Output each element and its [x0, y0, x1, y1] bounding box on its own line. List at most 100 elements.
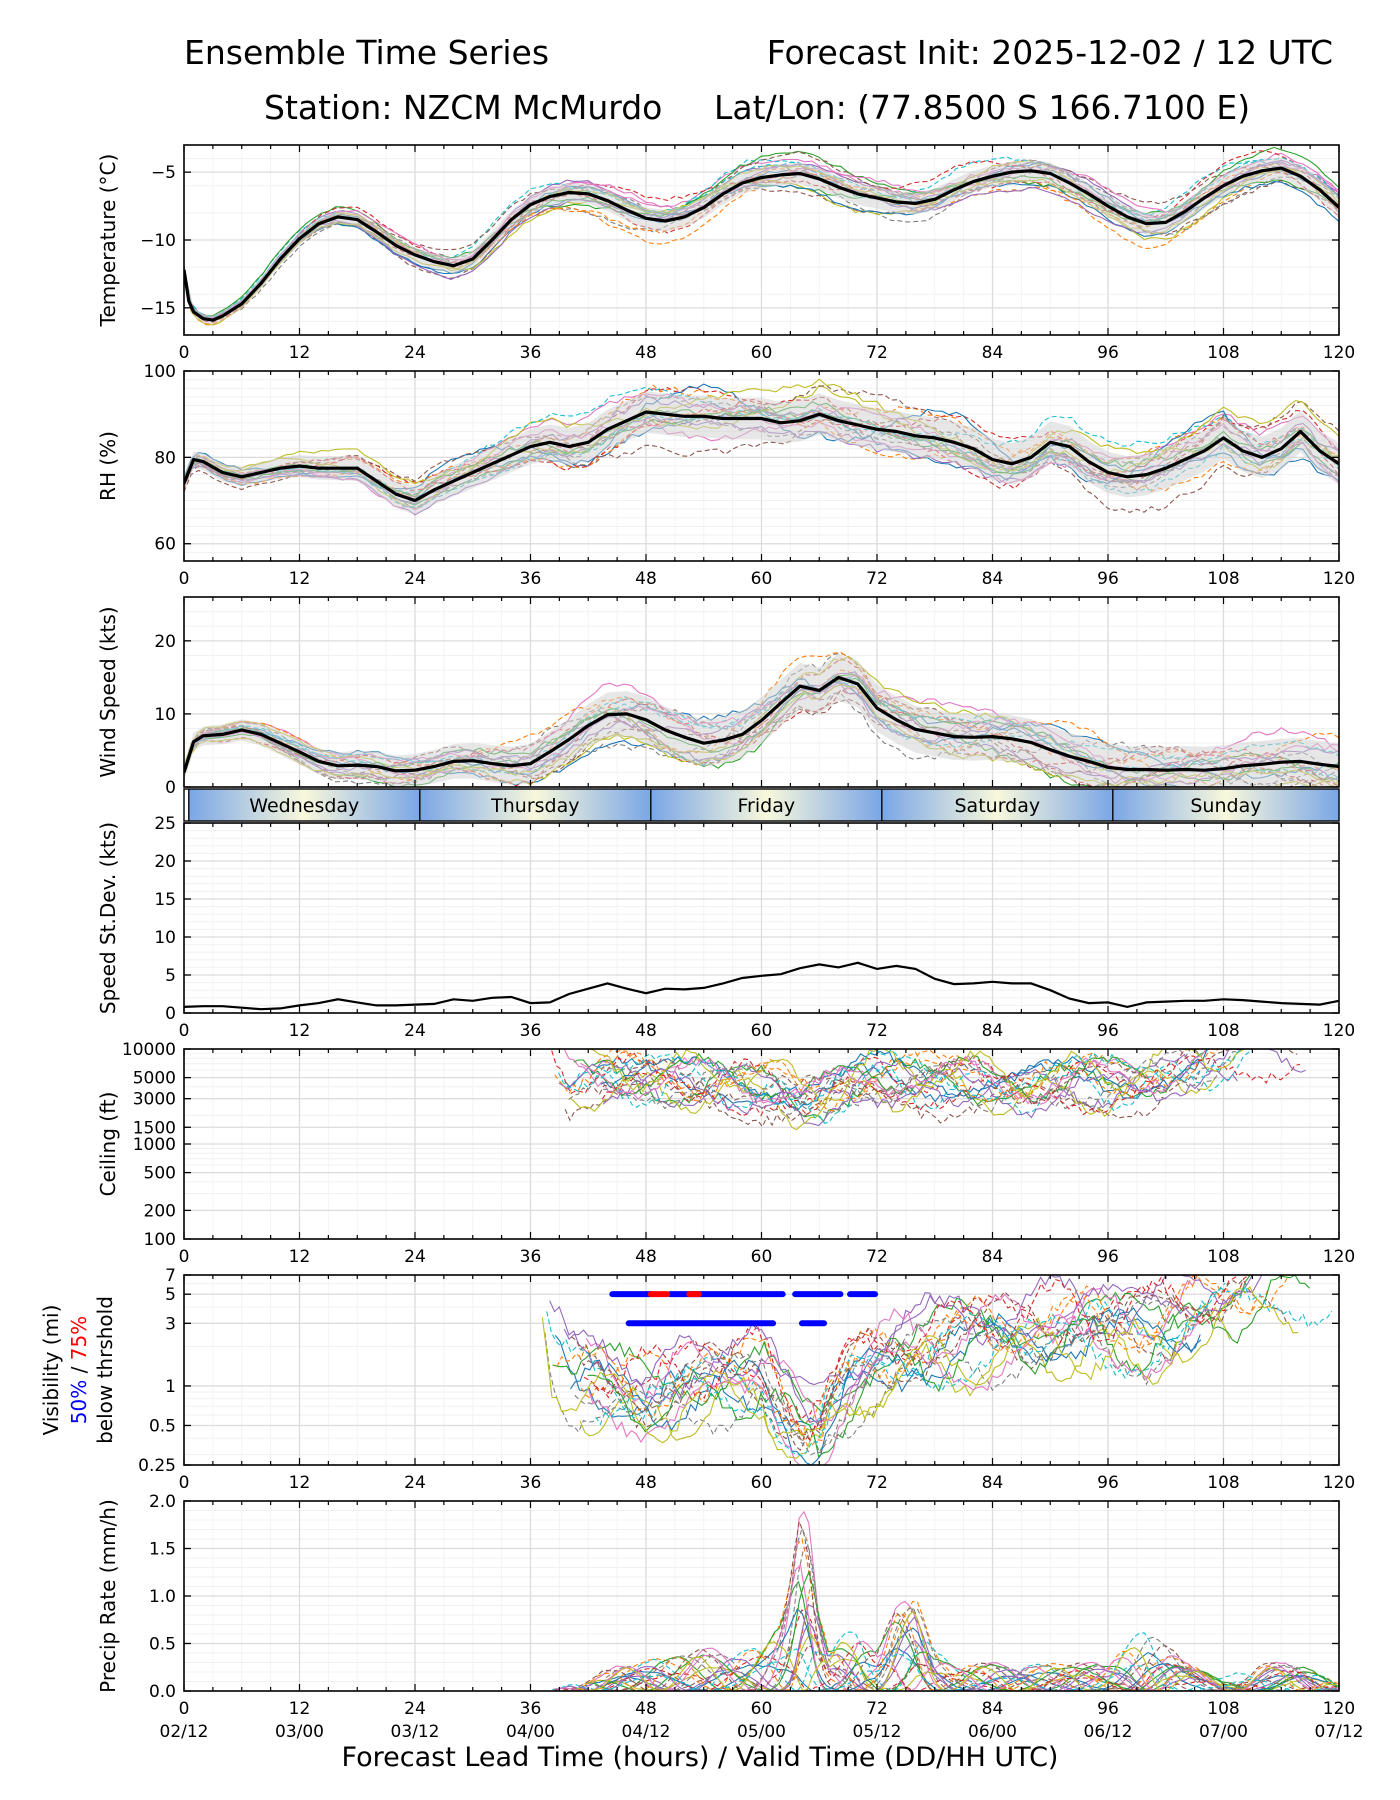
rh-mean-line — [184, 410, 1339, 503]
x-tick-label: 84 — [982, 1473, 1004, 1493]
member-line — [584, 1632, 1336, 1691]
x-tick-label: 72 — [866, 1021, 888, 1041]
member-line — [549, 1275, 1267, 1389]
y-tick-label: −15 — [140, 299, 176, 319]
x-tick-label: 24 — [404, 343, 426, 363]
x-tick-label: 48 — [635, 1473, 657, 1493]
member-line — [569, 1068, 1216, 1131]
x-tick-label: 48 — [635, 1699, 657, 1719]
y-tick-label: 100 — [144, 1230, 176, 1250]
day-label: Sunday — [1190, 795, 1261, 817]
member-line — [561, 1537, 1337, 1691]
y-tick-label: 60 — [154, 535, 176, 555]
member-line — [585, 1275, 1207, 1426]
x-tick-label: 36 — [520, 1473, 542, 1493]
wind_speed-mean-line — [184, 675, 1339, 773]
y-axis-label: Wind Speed (kts) — [96, 606, 120, 777]
y-tick-label: 25 — [154, 814, 176, 834]
y-axis-label: RH (%) — [96, 431, 120, 501]
member-line — [570, 1307, 1202, 1465]
y-tick-label: −5 — [151, 163, 176, 183]
x-tick-label: 36 — [520, 1247, 542, 1267]
member-line — [553, 1603, 1339, 1691]
day-label: Thursday — [490, 795, 579, 817]
member-line — [594, 1049, 1298, 1107]
x-tick-label: 36 — [520, 1699, 542, 1719]
day-band — [650, 789, 882, 821]
member-line — [546, 1282, 1226, 1435]
valid-time-label: 04/00 — [506, 1722, 555, 1742]
y-tick-label: 10000 — [122, 1040, 176, 1060]
chart-title: Ensemble Time Series — [184, 33, 550, 72]
y-tick-label: 500 — [144, 1164, 176, 1184]
member-line — [556, 1275, 1327, 1436]
x-tick-label: 24 — [404, 569, 426, 589]
member-line — [589, 1049, 1283, 1107]
rh-panel: 60 80 100 0 12 24 36 48 60 72 84 96 108 120 RH (%) — [96, 362, 1355, 589]
x-tick-label: 12 — [289, 569, 311, 589]
x-tick-label: 60 — [751, 1021, 773, 1041]
valid-time-label: 05/00 — [737, 1722, 786, 1742]
member-line — [184, 385, 1339, 487]
member-line — [600, 1049, 1261, 1111]
x-tick-label: 60 — [751, 1699, 773, 1719]
x-tick-label: 48 — [635, 343, 657, 363]
valid-time-label: 02/12 — [160, 1722, 209, 1742]
ceiling-members — [551, 1049, 1306, 1131]
valid-time-label: 07/00 — [1199, 1722, 1248, 1742]
member-line — [573, 1049, 1268, 1124]
member-line — [606, 1621, 1339, 1691]
member-line — [595, 1284, 1333, 1457]
member-line — [601, 1570, 1339, 1691]
member-line — [576, 1610, 1338, 1691]
x-tick-label: 96 — [1097, 1247, 1119, 1267]
x-tick-label: 108 — [1207, 1699, 1239, 1719]
x-tick-label: 120 — [1323, 1473, 1355, 1493]
x-tick-label: 60 — [751, 569, 773, 589]
x-tick-label: 0 — [179, 343, 190, 363]
day-band — [419, 789, 651, 821]
x-tick-label: 24 — [404, 1021, 426, 1041]
member-line — [544, 1315, 1176, 1454]
x-tick-label: 108 — [1207, 569, 1239, 589]
y-tick-label: 3000 — [133, 1090, 176, 1110]
visibility-ylabel-line2: 50% / 75% — [67, 1316, 91, 1424]
y-tick-label: 10 — [154, 705, 176, 725]
member-line — [554, 1642, 1335, 1691]
x-tick-label: 96 — [1097, 569, 1119, 589]
x-tick-label: 48 — [635, 569, 657, 589]
member-line — [594, 1648, 1336, 1691]
member-line — [563, 1275, 1296, 1426]
day-strip-frame — [183, 788, 1340, 822]
day-band — [881, 789, 1113, 821]
member-line — [558, 1049, 1286, 1110]
y-tick-label: 1 — [165, 1377, 176, 1397]
x-tick-label: 12 — [289, 1473, 311, 1493]
x-tick-label: 84 — [982, 1699, 1004, 1719]
x-tick-label: 24 — [404, 1247, 426, 1267]
x-tick-label: 0 — [179, 1247, 190, 1267]
x-tick-label: 60 — [751, 343, 773, 363]
x-tick-label: 0 — [179, 1021, 190, 1041]
x-tick-label: 12 — [289, 1247, 311, 1267]
y-tick-label: 20 — [154, 852, 176, 872]
y-tick-label: −10 — [140, 231, 176, 251]
latlon-label: Lat/Lon: (77.8500 S 166.7100 E) — [714, 88, 1251, 127]
x-axis-title: Forecast Lead Time (hours) / Valid Time … — [341, 1742, 1059, 1773]
y-tick-label: 10 — [154, 928, 176, 948]
y-tick-label: 3 — [165, 1314, 176, 1334]
x-tick-label: 12 — [289, 343, 311, 363]
y-tick-label: 0.0 — [149, 1682, 176, 1702]
y-tick-label: 0.5 — [149, 1416, 176, 1436]
y-tick-label: 1.0 — [149, 1587, 176, 1607]
x-tick-label: 84 — [982, 1021, 1004, 1041]
speed_stdev-panel: 0 5 10 15 20 25 0 12 24 36 48 60 72 84 96 108 120 Speed S… — [96, 814, 1355, 1041]
x-tick-label: 120 — [1323, 1247, 1355, 1267]
forecast-init-label: Forecast Init: 2025-12-02 / 12 UTC — [766, 33, 1333, 72]
station-label: Station: NZCM McMurdo — [264, 88, 663, 127]
y-tick-label: 0.25 — [138, 1456, 176, 1476]
x-tick-label: 72 — [866, 569, 888, 589]
member-line — [570, 1290, 1236, 1444]
member-line — [603, 1049, 1201, 1115]
